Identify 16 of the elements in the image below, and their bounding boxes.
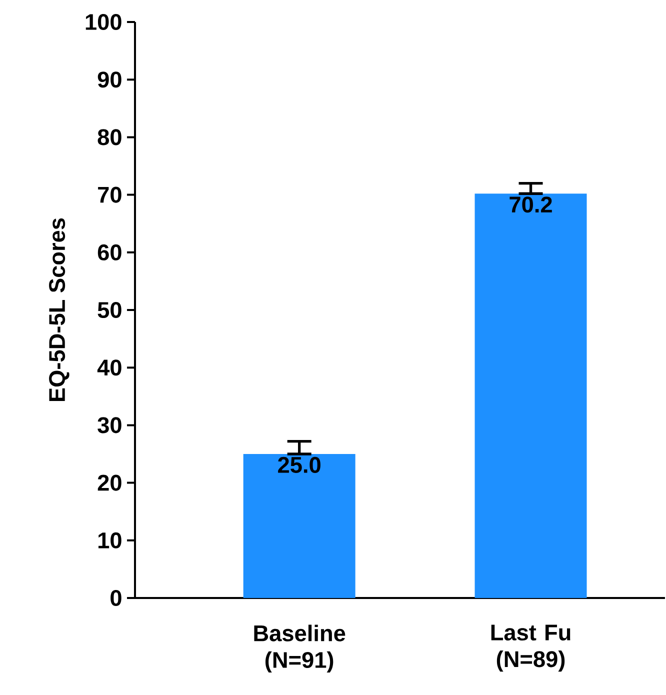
y-tick-label: 0 xyxy=(110,590,122,606)
y-tick-label: 60 xyxy=(98,244,122,260)
y-tick-label: 100 xyxy=(86,14,122,30)
y-tick-label: 40 xyxy=(97,360,122,376)
y-tick-label: 70 xyxy=(98,186,122,203)
y-tick-label: 10 xyxy=(98,532,122,548)
y-tick-label: 20 xyxy=(98,474,122,491)
data-label: 25.0 xyxy=(278,456,320,473)
y-tick-label: 30 xyxy=(98,417,122,434)
y-tick-label: 50 xyxy=(98,302,122,318)
x-tick-label: Baseline (N=91) xyxy=(254,624,346,672)
y-tick-label: 80 xyxy=(98,129,122,146)
y-axis-title: EQ-5D-5L Scores xyxy=(49,218,70,402)
x-tick-label: Last Fu (N=89) xyxy=(491,624,570,672)
data-label: 70.2 xyxy=(510,196,552,213)
y-tick-label: 90 xyxy=(98,72,122,88)
